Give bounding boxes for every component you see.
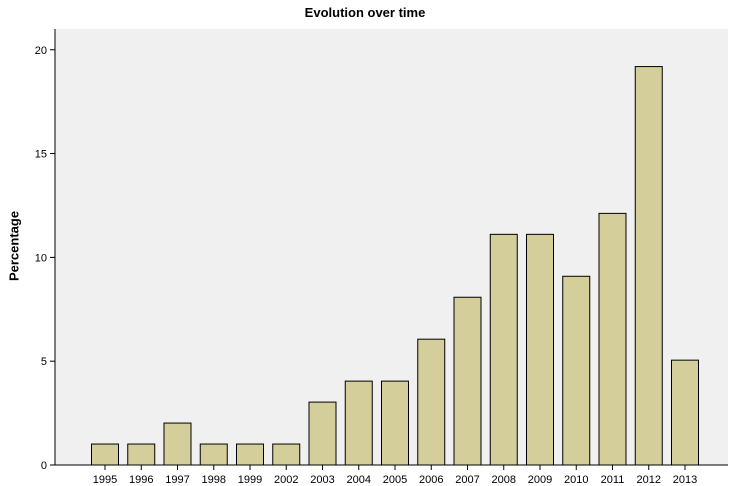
x-tick-label-2007: 2007 [455,474,479,486]
x-tick-label-2012: 2012 [637,474,661,486]
bar-1996 [127,443,156,466]
x-tick-label-1996: 1996 [129,474,153,486]
x-tick-label-1997: 1997 [165,474,189,486]
bar-1998 [199,443,228,466]
bar-2012 [634,66,663,466]
x-tick-label-2009: 2009 [528,474,552,486]
chart-title: Evolution over time [304,5,426,20]
bar-2013 [671,359,699,466]
x-tick-label-1998: 1998 [202,474,226,486]
y-tick-label: 5 [41,356,47,368]
bar-1999 [236,443,264,466]
bar-2002 [272,443,301,466]
bar-2005 [381,380,409,466]
y-axis: 0 5 10 15 20 [35,29,56,472]
x-axis: 1995 1996 1997 1998 1999 2002 2003 2004 2005 2006… [55,464,728,486]
bar-2009 [526,233,554,466]
x-tick-label-2010: 2010 [564,474,588,486]
x-tick-label-2013: 2013 [673,474,697,486]
bar-2006 [417,338,446,466]
y-tick-label: 0 [41,460,47,472]
x-tick-label-2003: 2003 [310,474,334,486]
bar-2008 [489,233,518,466]
x-tick-label-2005: 2005 [383,474,407,486]
bars [91,66,699,466]
x-tick-label-2006: 2006 [419,474,443,486]
bar-2007 [453,296,482,466]
x-tick-label-2004: 2004 [347,474,371,486]
bar-1997 [163,422,192,466]
x-tick-label-1999: 1999 [238,474,262,486]
x-tick-label-2008: 2008 [492,474,516,486]
bar-2003 [308,401,337,466]
bar-2004 [344,380,373,466]
y-tick-label: 15 [35,149,47,161]
y-tick-label: 10 [35,252,47,264]
y-tick-label: 20 [35,45,47,57]
bar-1995 [91,443,119,466]
bar-2011 [598,212,627,466]
x-tick-label-2011: 2011 [601,474,625,486]
x-tick-label-1995: 1995 [93,474,117,486]
x-tick-label-2002: 2002 [274,474,298,486]
bar-2010 [562,275,591,466]
